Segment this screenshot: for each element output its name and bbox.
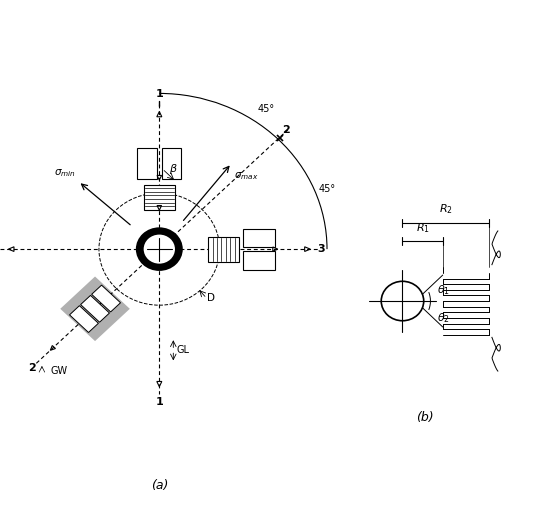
Text: $R_2$: $R_2$ [439,202,453,216]
Circle shape [144,235,175,264]
Circle shape [136,227,183,271]
Text: $R_1$: $R_1$ [416,221,429,235]
Bar [208,237,239,262]
Bar [60,277,130,341]
Text: 45°: 45° [257,104,274,114]
Text: $\sigma_{min}$: $\sigma_{min}$ [54,167,75,179]
Text: D: D [207,293,215,304]
Bar [243,228,275,247]
Text: $\beta$: $\beta$ [169,162,178,175]
Text: 1: 1 [155,397,163,407]
Text: GW: GW [50,366,68,376]
Bar [144,185,174,210]
Text: 2: 2 [282,125,290,135]
Text: $\theta_1$: $\theta_1$ [437,283,450,296]
Text: (a): (a) [150,479,168,492]
Text: 1: 1 [155,89,163,99]
Bar [69,306,98,333]
Bar [243,252,275,270]
Text: 2: 2 [29,363,36,373]
Text: 3: 3 [317,244,325,254]
Bar [137,148,157,179]
Bar [162,148,182,179]
Bar [92,285,121,312]
Text: GL: GL [176,345,189,356]
Text: (b): (b) [416,411,434,425]
Text: 45°: 45° [319,184,336,195]
Text: $\theta_2$: $\theta_2$ [437,311,450,324]
Text: $\sigma_{max}$: $\sigma_{max}$ [234,170,258,182]
Bar [80,295,110,322]
